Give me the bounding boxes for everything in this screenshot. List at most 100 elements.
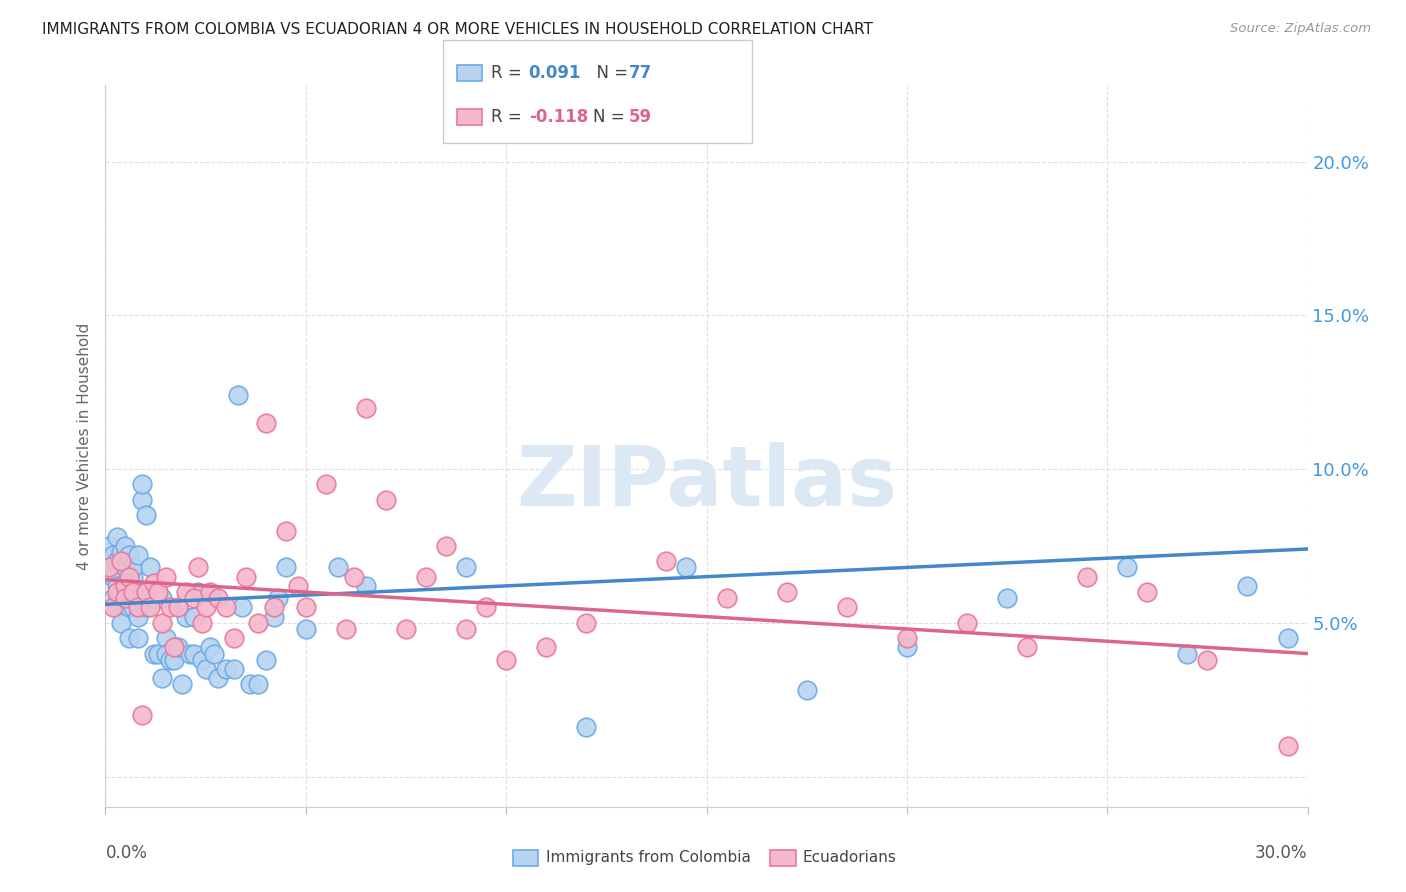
Point xyxy=(1136,585,1159,599)
Point xyxy=(146,585,169,599)
Point xyxy=(1116,560,1139,574)
Point xyxy=(118,585,141,599)
Text: ZIPatlas: ZIPatlas xyxy=(516,442,897,523)
Point xyxy=(374,492,398,507)
Point xyxy=(122,585,145,599)
Point xyxy=(138,560,160,574)
Point xyxy=(1076,569,1098,583)
Point xyxy=(118,631,141,645)
Point xyxy=(226,388,249,402)
Point xyxy=(98,560,121,574)
Point xyxy=(122,560,145,574)
Point xyxy=(183,591,205,606)
Point xyxy=(162,640,184,655)
Point xyxy=(326,560,349,574)
Point xyxy=(103,548,125,562)
Point xyxy=(131,492,153,507)
Point xyxy=(155,631,177,645)
Point xyxy=(107,600,129,615)
Point xyxy=(118,548,141,562)
Point xyxy=(190,653,212,667)
Point xyxy=(214,600,236,615)
Point xyxy=(118,569,141,583)
Point xyxy=(131,708,153,723)
Point xyxy=(114,560,136,574)
Text: N =: N = xyxy=(586,64,634,82)
Point xyxy=(198,640,221,655)
Point xyxy=(354,401,377,415)
Point xyxy=(896,640,918,655)
Point xyxy=(315,477,337,491)
Point xyxy=(103,569,125,583)
Point xyxy=(434,539,457,553)
Point xyxy=(183,647,205,661)
Text: 0.0%: 0.0% xyxy=(105,844,148,863)
Text: Ecuadorians: Ecuadorians xyxy=(803,850,897,864)
Point xyxy=(335,622,357,636)
Point xyxy=(454,622,477,636)
Point xyxy=(110,585,132,599)
Point xyxy=(146,585,169,599)
Point xyxy=(118,600,141,615)
Point xyxy=(295,622,318,636)
Point xyxy=(127,548,149,562)
Point xyxy=(150,591,173,606)
Text: Source: ZipAtlas.com: Source: ZipAtlas.com xyxy=(1230,22,1371,36)
Point xyxy=(222,662,245,676)
Point xyxy=(194,662,217,676)
Point xyxy=(114,539,136,553)
Point xyxy=(114,591,136,606)
Point xyxy=(263,609,285,624)
Text: R =: R = xyxy=(491,108,527,126)
Point xyxy=(274,524,297,538)
Point xyxy=(150,615,173,630)
Point xyxy=(231,600,253,615)
Point xyxy=(110,545,132,559)
Point xyxy=(263,600,285,615)
Point xyxy=(716,591,738,606)
Point xyxy=(107,530,129,544)
Point xyxy=(239,677,262,691)
Point xyxy=(1277,739,1299,753)
Point xyxy=(122,569,145,583)
Point xyxy=(796,683,818,698)
Point xyxy=(896,631,918,645)
Point xyxy=(202,647,225,661)
Point xyxy=(246,677,269,691)
Text: N =: N = xyxy=(593,108,630,126)
Point xyxy=(1277,631,1299,645)
Point xyxy=(187,560,209,574)
Point xyxy=(343,569,366,583)
Point xyxy=(135,508,157,523)
Point xyxy=(103,600,125,615)
Point xyxy=(194,600,217,615)
Point xyxy=(575,720,598,734)
Point xyxy=(107,579,129,593)
Point xyxy=(956,615,979,630)
Point xyxy=(159,653,181,667)
Point xyxy=(122,600,145,615)
Point xyxy=(114,575,136,590)
Point xyxy=(246,615,269,630)
Point xyxy=(415,569,437,583)
Point xyxy=(295,600,318,615)
Point xyxy=(142,591,165,606)
Text: -0.118: -0.118 xyxy=(529,108,588,126)
Point xyxy=(1017,640,1039,655)
Text: R =: R = xyxy=(491,64,527,82)
Point xyxy=(675,560,697,574)
Text: 59: 59 xyxy=(628,108,651,126)
Point xyxy=(287,579,309,593)
Text: 30.0%: 30.0% xyxy=(1256,844,1308,863)
Point xyxy=(776,585,799,599)
Point xyxy=(254,653,277,667)
Point xyxy=(214,662,236,676)
Text: 77: 77 xyxy=(628,64,652,82)
Point xyxy=(107,585,129,599)
Point xyxy=(198,585,221,599)
Point xyxy=(127,600,149,615)
Point xyxy=(110,615,132,630)
Point xyxy=(146,647,169,661)
Point xyxy=(235,569,257,583)
Point xyxy=(110,554,132,568)
